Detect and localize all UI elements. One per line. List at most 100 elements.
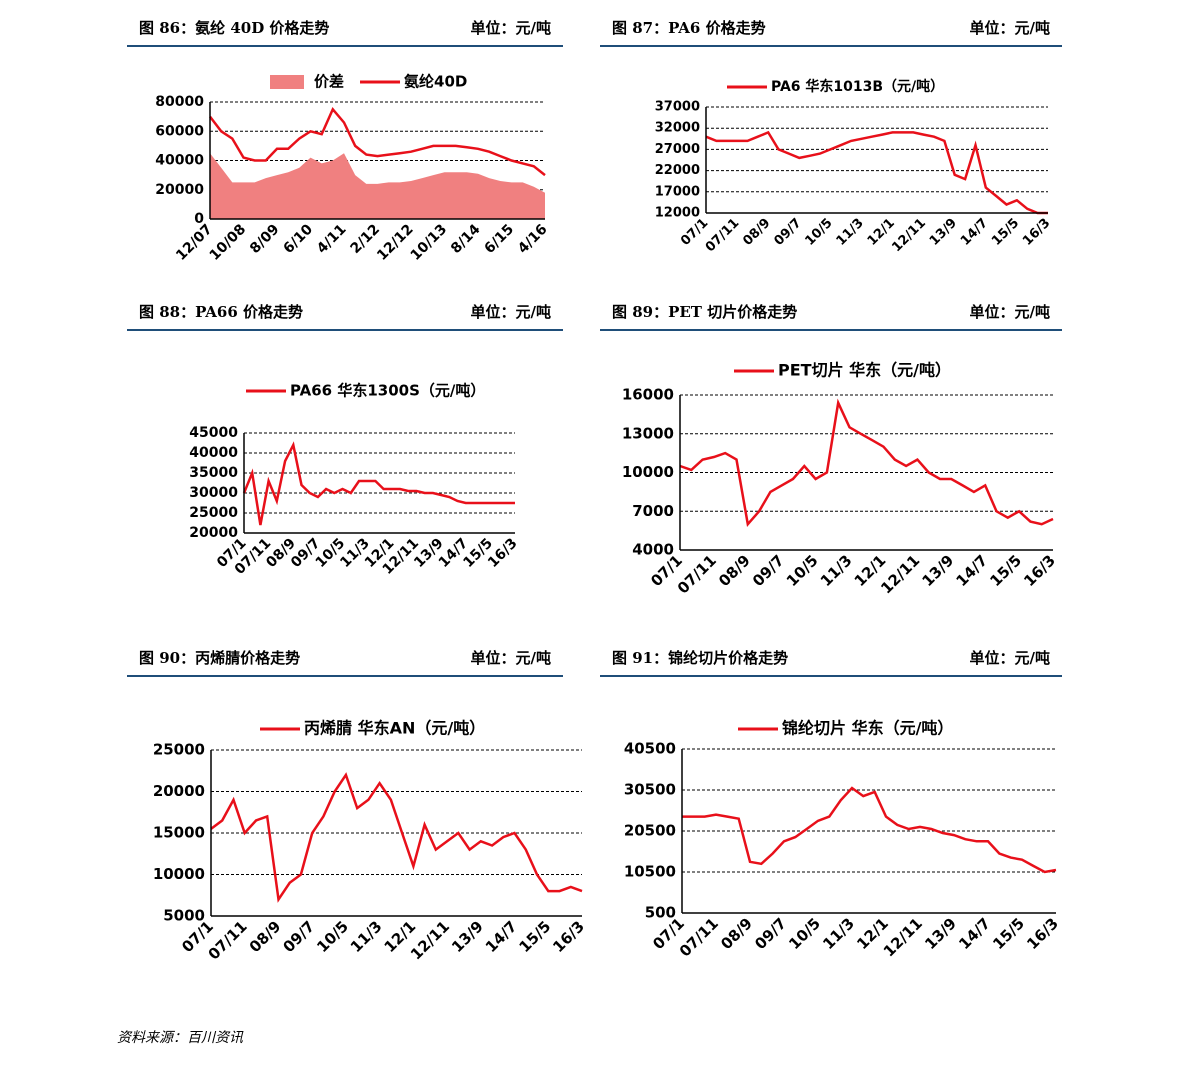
line [242,441,515,526]
area [210,153,545,219]
y-tick-label: 20000 [155,182,204,198]
y-tick-label: 25000 [153,741,205,759]
panel-title: 图 91：锦纶切片价格走势 [612,649,788,667]
x-tick-label: 11/3 [817,551,856,590]
x-tick-label: 15/5 [516,917,555,956]
source: 资料来源：百川资讯 [117,1030,244,1046]
x-tick-label: 15/5 [986,551,1025,590]
x-tick-label: 14/7 [482,917,521,956]
x-tick-label: 07/11 [205,917,251,963]
x-tick-label: 8/14 [448,221,484,257]
panel-unit: 单位：元/吨 [471,19,551,37]
line [679,398,1054,527]
x-tick-label: 16/3 [1020,551,1059,590]
y-tick-label: 12000 [655,206,700,221]
y-tick-label: 10000 [153,865,205,883]
y-tick-label: 0 [194,211,204,227]
x-tick-label: 12/11 [877,551,923,597]
legend-label: PET切片 华东（元/吨） [778,361,951,380]
y-tick-label: 40500 [624,740,676,758]
y-tick-label: 7000 [632,502,674,520]
x-tick-label: 13/9 [927,216,960,249]
panel-title: 图 87：PA6 价格走势 [612,19,766,37]
line [209,106,546,177]
x-tick-label: 12/12 [374,221,416,263]
x-tick-label: 12/11 [880,914,926,960]
line [682,786,1057,874]
legend-swatch [270,75,304,89]
x-tick-label: 14/7 [952,551,991,590]
x-tick-label: 11/3 [347,917,386,956]
x-tick-label: 09/7 [771,216,804,249]
legend-label: 丙烯腈 华东AN（元/吨） [304,719,485,738]
x-tick-label: 08/9 [717,914,756,953]
x-tick-label: 13/9 [919,551,958,590]
x-tick-label: 10/5 [785,914,824,953]
x-tick-label: 16/3 [1020,216,1053,249]
x-tick-label: 16/3 [549,917,588,956]
x-tick-label: 12/07 [173,221,215,263]
y-tick-label: 20500 [624,822,676,840]
x-tick-label: 09/7 [749,551,788,590]
x-tick-label: 15/5 [989,216,1022,249]
x-tick-label: 11/3 [834,216,867,249]
y-tick-label: 500 [645,904,676,922]
y-tick-label: 17000 [655,184,700,199]
y-tick-label: 30000 [189,485,238,501]
x-tick-label: 07/11 [676,914,722,960]
y-tick-label: 16000 [622,386,674,404]
x-tick-label: 10/13 [408,221,450,263]
x-tick-label: 07/11 [674,551,720,597]
panel-title: 图 90：丙烯腈价格走势 [139,649,300,667]
y-tick-label: 20000 [153,782,205,800]
y-tick-label: 25000 [189,505,238,521]
x-tick-label: 14/7 [958,216,991,249]
panel-unit: 单位：元/吨 [970,649,1050,667]
y-tick-label: 80000 [155,94,204,110]
y-tick-label: 13000 [622,424,674,442]
panel-unit: 单位：元/吨 [471,649,551,667]
y-tick-label: 32000 [655,121,700,136]
legend-label: 价差 [314,73,344,91]
panel-unit: 单位：元/吨 [970,19,1050,37]
y-tick-label: 20000 [189,525,238,541]
panel-title: 图 89：PET 切片价格走势 [612,303,797,321]
panel-unit: 单位：元/吨 [970,303,1050,321]
y-tick-label: 5000 [163,907,205,925]
x-tick-label: 08/9 [740,216,773,249]
line [210,772,583,903]
y-tick-label: 4000 [632,541,674,559]
y-tick-label: 40000 [189,445,238,461]
x-tick-label: 6/15 [482,221,518,257]
legend-label: 锦纶切片 华东（元/吨） [782,719,953,738]
x-tick-label: 16/3 [485,535,521,571]
y-tick-label: 30500 [624,781,676,799]
x-tick-label: 12/11 [407,917,453,963]
x-tick-label: 10/5 [803,216,836,249]
x-tick-label: 8/09 [247,221,283,257]
x-tick-label: 14/7 [955,914,994,953]
x-tick-label: 6/10 [281,221,317,257]
y-tick-label: 15000 [153,824,205,842]
legend-label: 氨纶40D [404,73,467,91]
x-tick-label: 15/5 [989,914,1028,953]
x-tick-label: 08/9 [246,917,285,956]
panel-title: 图 86：氨纶 40D 价格走势 [139,19,329,37]
x-tick-label: 10/08 [207,221,249,263]
y-tick-label: 35000 [189,465,238,481]
panel-unit: 单位：元/吨 [471,303,551,321]
x-tick-label: 12/11 [889,216,929,256]
x-tick-label: 10/5 [313,917,352,956]
y-tick-label: 10500 [624,863,676,881]
y-tick-label: 60000 [155,123,204,139]
x-tick-label: 11/3 [819,914,858,953]
y-tick-label: 40000 [155,153,204,169]
x-tick-label: 4/16 [515,221,551,257]
x-tick-label: 09/7 [279,917,318,956]
y-tick-label: 37000 [655,100,700,115]
x-tick-label: 10/5 [783,551,822,590]
y-tick-label: 22000 [655,163,700,178]
x-tick-label: 08/9 [715,551,754,590]
x-tick-label: 16/3 [1023,914,1062,953]
